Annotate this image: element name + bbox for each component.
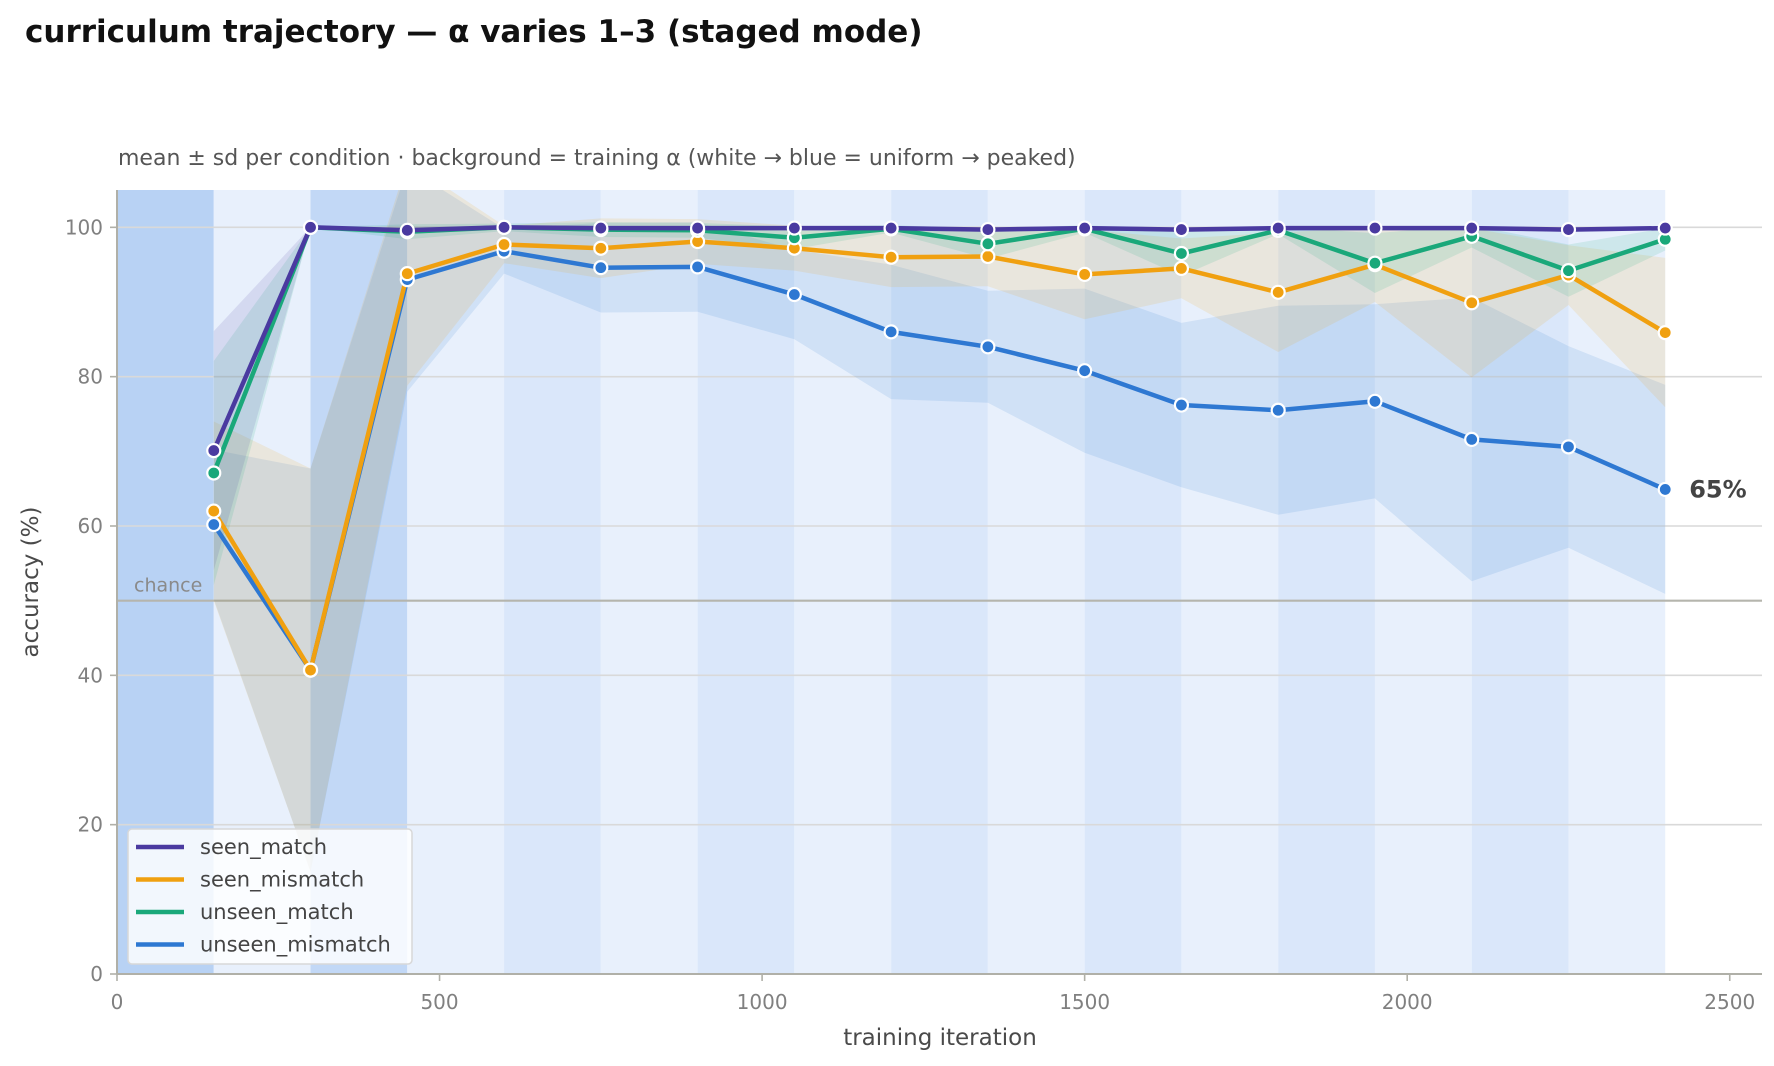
point-seen_mismatch-1800 (1270, 284, 1286, 300)
end-value-label: 65% (1689, 475, 1746, 503)
alpha-band-10 (1084, 190, 1182, 974)
point-unseen_mismatch-1350 (980, 339, 996, 355)
series-points (206, 219, 1673, 678)
point-seen_match-300 (302, 219, 319, 235)
point-seen_mismatch-1650 (1173, 260, 1190, 276)
point-unseen_mismatch-2250 (1560, 439, 1577, 455)
point-seen_match-1050 (786, 220, 802, 236)
y-tick-label-40: 40 (78, 663, 103, 687)
point-seen_mismatch-2100 (1464, 295, 1480, 311)
point-unseen_mismatch-150 (206, 516, 222, 533)
point-unseen_mismatch-2100 (1464, 431, 1480, 447)
series-lines (211, 225, 1668, 673)
x-tick-label-2000: 2000 (1382, 990, 1433, 1014)
point-seen_mismatch-300 (302, 662, 319, 678)
alpha-band-7 (794, 190, 892, 974)
alpha-band-9 (987, 190, 1085, 974)
point-seen_match-1650 (1173, 221, 1190, 238)
point-seen_match-1500 (1077, 220, 1093, 236)
point-seen_mismatch-600 (496, 236, 512, 253)
point-unseen_match-1350 (980, 236, 996, 252)
alpha-band-5 (600, 190, 698, 974)
alpha-band-8 (891, 190, 988, 974)
point-seen_mismatch-150 (206, 503, 222, 519)
chance-label: chance (134, 575, 202, 597)
x-tick-label-500: 500 (420, 990, 458, 1014)
point-seen_match-1350 (980, 221, 996, 238)
alpha-band-14 (1471, 190, 1569, 974)
chart-subtitle: mean ± sd per condition · background = t… (118, 146, 1076, 171)
point-seen_mismatch-1500 (1077, 266, 1093, 282)
alpha-band-3 (407, 190, 505, 974)
legend-label-seen_match: seen_match (200, 835, 327, 860)
point-seen_match-1200 (883, 220, 899, 236)
point-seen_match-450 (399, 222, 415, 238)
line-unseen_mismatch (211, 248, 1668, 673)
x-tick-label-0: 0 (111, 990, 124, 1014)
x-tick-label-2500: 2500 (1704, 990, 1755, 1014)
point-seen_mismatch-1200 (883, 249, 899, 265)
point-unseen_mismatch-900 (689, 259, 706, 275)
legend-box (127, 828, 413, 965)
point-seen_match-2100 (1464, 220, 1480, 236)
sd-band-unseen_mismatch (213, 190, 1666, 872)
point-unseen_mismatch-2400 (1657, 481, 1673, 498)
point-unseen_mismatch-1500 (1077, 363, 1093, 379)
point-unseen_mismatch-1800 (1270, 402, 1286, 418)
annotations: 65% (1689, 475, 1746, 503)
point-seen_mismatch-450 (399, 266, 415, 282)
sd-bands (213, 190, 1666, 872)
legend-label-unseen_match: unseen_match (200, 900, 354, 925)
alpha-band-12 (1278, 190, 1375, 974)
point-seen_mismatch-2400 (1657, 325, 1673, 341)
alpha-band-4 (504, 190, 601, 974)
alpha-band-13 (1374, 190, 1472, 974)
axes: 0 500 1000 1500 2000 2500 0 20 40 60 80 100 (65, 190, 1762, 1014)
y-tick-label-60: 60 (78, 514, 103, 538)
point-unseen_mismatch-1050 (786, 286, 802, 303)
point-unseen_mismatch-1950 (1367, 393, 1383, 409)
y-axis-label: accuracy (%) (18, 507, 44, 658)
sd-band-unseen_match (213, 222, 1666, 585)
point-unseen_mismatch-750 (593, 260, 609, 276)
legend: seen_match seen_mismatch unseen_matchunsee… (127, 828, 413, 965)
x-tick-label-1500: 1500 (1059, 990, 1110, 1014)
legend-label-seen_mismatch: seen_mismatch (200, 868, 364, 893)
y-tick-label-80: 80 (78, 365, 103, 389)
y-tick-label-0: 0 (90, 962, 103, 986)
chart-title: curriculum trajectory — α varies 1–3 (st… (25, 14, 923, 50)
point-unseen_match-150 (206, 465, 222, 481)
point-seen_mismatch-750 (593, 240, 609, 256)
point-seen_match-2400 (1657, 220, 1673, 236)
line-seen_mismatch (211, 239, 1668, 673)
x-tick-label-1000: 1000 (737, 990, 788, 1014)
point-seen_match-1950 (1367, 220, 1383, 236)
point-unseen_match-2250 (1560, 263, 1577, 279)
point-unseen_match-1950 (1367, 255, 1383, 271)
point-seen_match-750 (593, 220, 609, 236)
y-tick-label-20: 20 (78, 813, 103, 837)
point-seen_mismatch-1350 (980, 248, 996, 265)
alpha-band-6 (697, 190, 795, 974)
point-seen_match-900 (689, 220, 706, 236)
legend-label-unseen_mismatch: unseen_mismatch (200, 933, 391, 958)
point-unseen_mismatch-1650 (1173, 397, 1190, 413)
y-tick-label-100: 100 (65, 215, 103, 239)
point-seen_match-2250 (1560, 221, 1577, 238)
line-seen_match (211, 225, 1668, 453)
x-axis-label: training iteration (843, 1025, 1037, 1051)
point-unseen_match-1650 (1173, 245, 1190, 262)
sd-band-seen_mismatch (213, 190, 1666, 872)
chance-reference: chance (117, 575, 1762, 602)
alpha-band-11 (1181, 190, 1279, 974)
point-seen_match-150 (206, 442, 222, 459)
point-seen_match-1800 (1270, 220, 1286, 236)
point-seen_match-600 (496, 219, 512, 235)
point-unseen_mismatch-1200 (883, 324, 899, 340)
